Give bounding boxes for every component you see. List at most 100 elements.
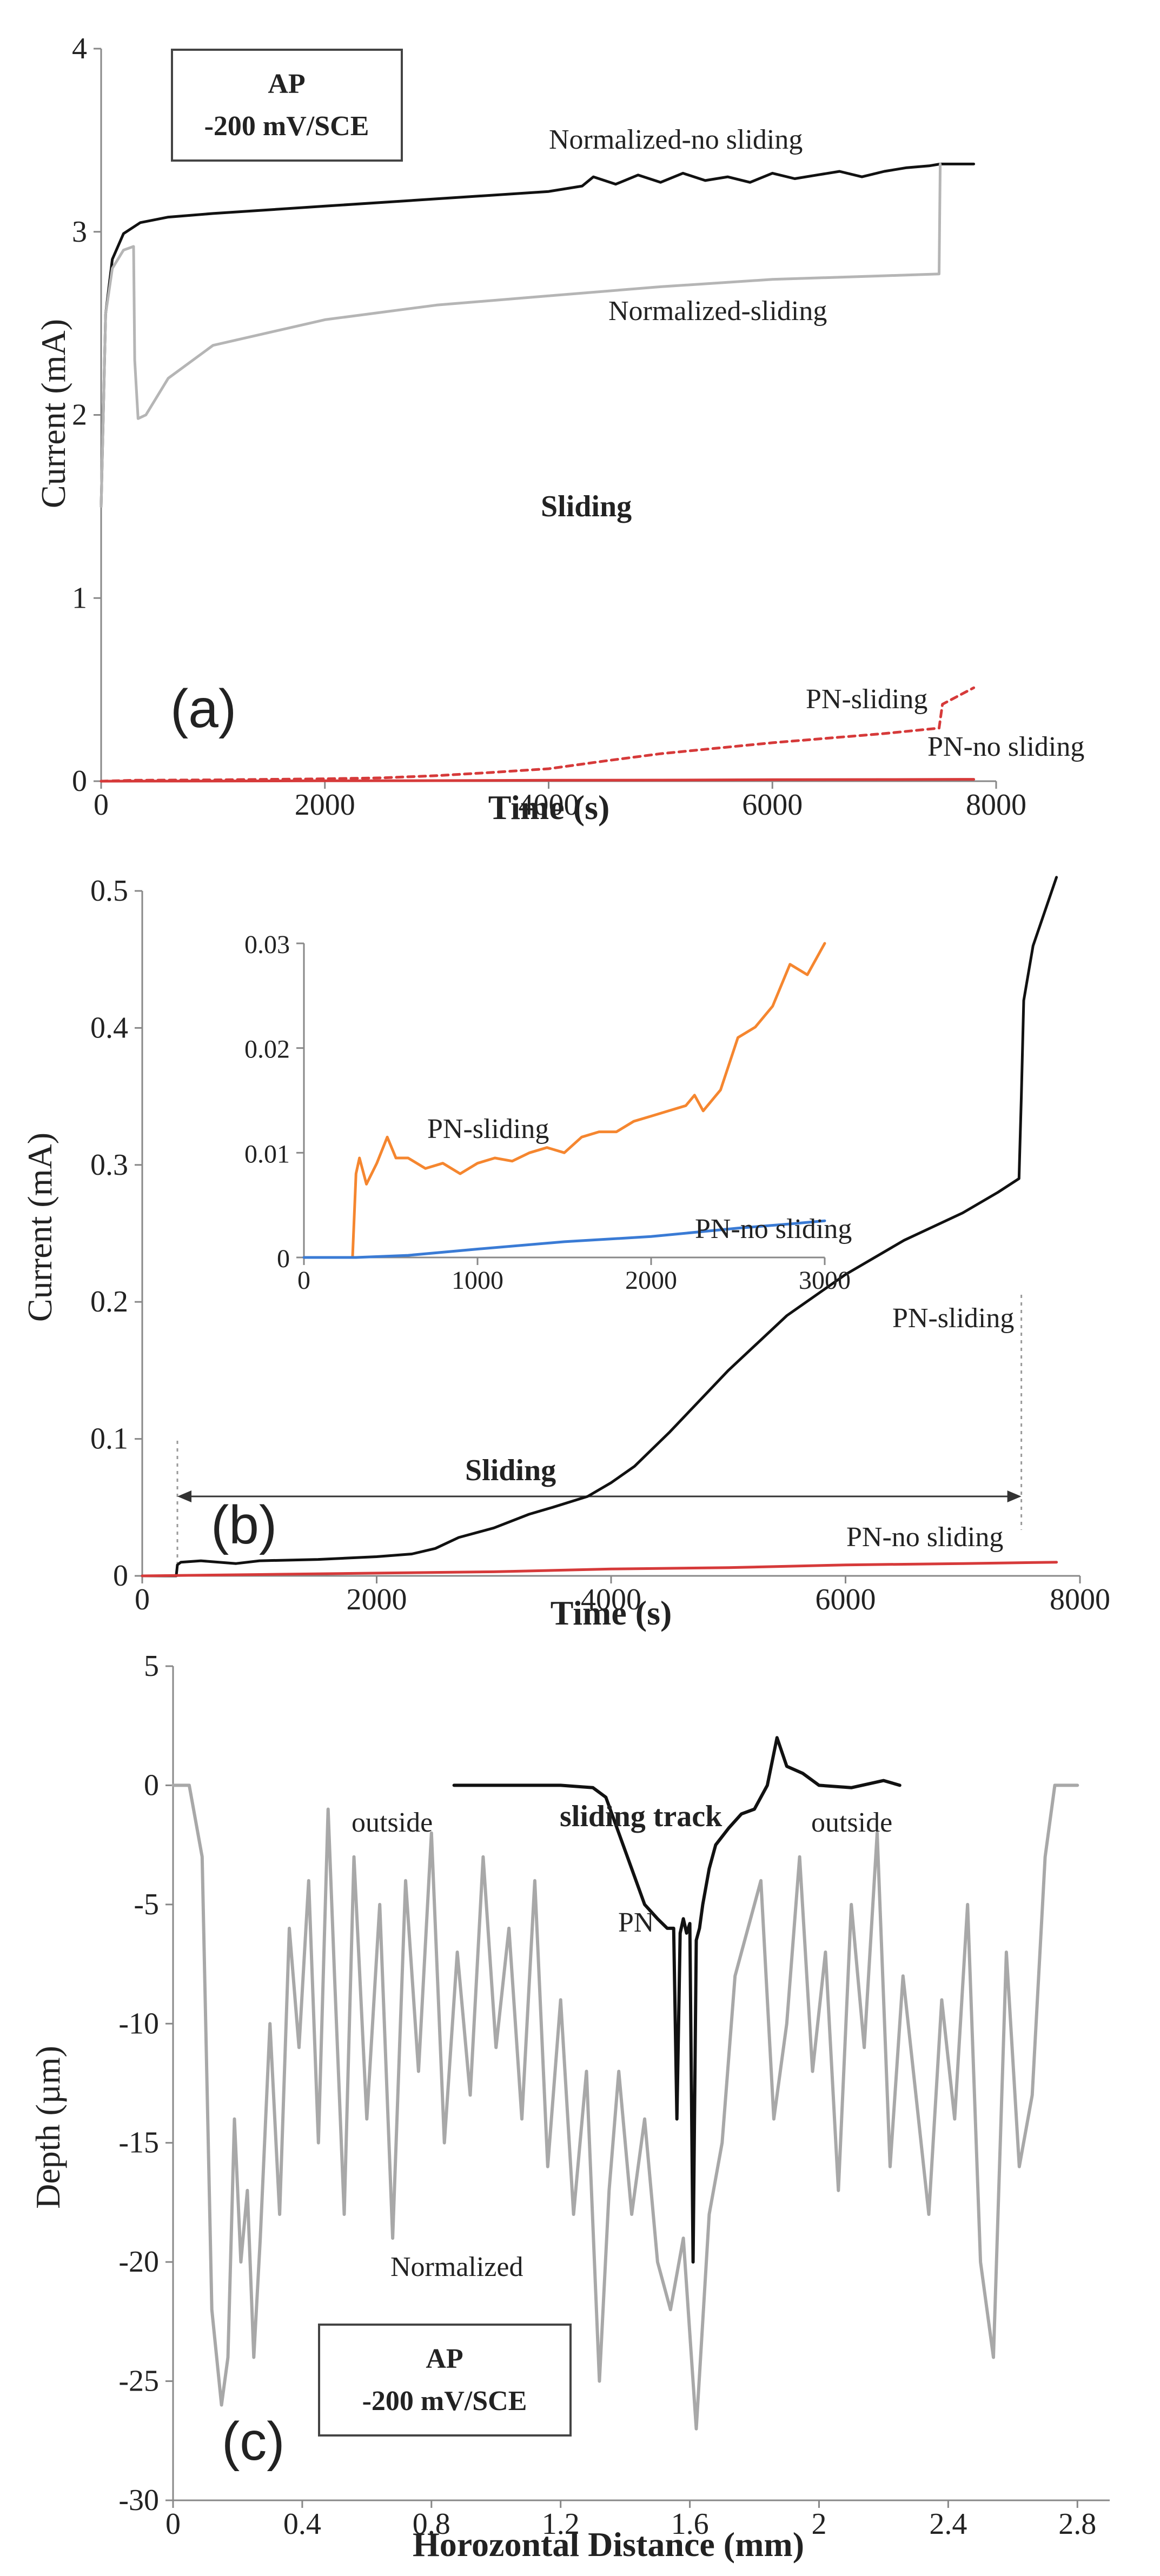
inset-y-tick-label: 0.02 — [244, 1035, 290, 1064]
panel-a-series — [100, 162, 976, 783]
panel-a-y-tick-label: 2 — [72, 398, 87, 432]
panel-b-chart: 0 2000 4000 6000 8000 0 0.1 0.2 0.3 0.4 0.5 Time … — [21, 874, 1110, 1632]
panel-c-x-ticks: 0 0.4 0.8 1.2 1.6 2 2.4 2.8 — [165, 2500, 1096, 2541]
panel-b-panel-tag: (b) — [211, 1495, 277, 1555]
panel-b-sliding-markers — [176, 1295, 1023, 1570]
panel-b-y-tick-label: 0.5 — [90, 874, 128, 908]
panel-c-panel-tag: (c) — [222, 2411, 285, 2472]
panel-c-y-tick-label: -20 — [118, 2245, 159, 2279]
panel-c-label-normalized: Normalized — [390, 2252, 523, 2282]
panel-a-series-pn-sliding — [100, 686, 976, 783]
panel-a-y-tick-label: 0 — [72, 764, 87, 798]
panel-b-x-tick-label: 6000 — [816, 1583, 876, 1616]
panel-b-label-pn-no-sliding: PN-no sliding — [846, 1522, 1003, 1553]
panel-c-y-tick-label: 5 — [144, 1649, 159, 1683]
panel-c-label-outside-left: outside — [352, 1807, 433, 1838]
panel-c-y-tick-label: -10 — [118, 2007, 159, 2040]
inset-y-tick-label: 0.01 — [244, 1140, 290, 1168]
panel-c-y-tick-label: -5 — [134, 1888, 159, 1921]
panel-b-y-tick-label: 0.3 — [90, 1148, 128, 1182]
panel-b-x-axis-label: Time (s) — [551, 1594, 672, 1632]
panel-b-x-tick-label: 0 — [135, 1583, 150, 1616]
panel-a-y-tick-label: 3 — [72, 215, 87, 249]
panel-a-label-normalized-no-sliding: Normalized-no sliding — [549, 124, 803, 155]
panel-c-condition-box — [318, 2324, 572, 2437]
panel-c-y-tick-label: -30 — [118, 2484, 159, 2517]
panel-c-y-axis-label: Depth (µm) — [29, 2046, 67, 2209]
panel-b-y-tick-label: 0.4 — [90, 1011, 128, 1044]
inset-axes — [303, 943, 825, 1259]
inset-y-ticks: 0 0.01 0.02 0.03 — [244, 930, 304, 1273]
panel-c-x-tick-label: 0.4 — [283, 2507, 321, 2541]
panel-c-series — [171, 1736, 1079, 2431]
panel-a-x-tick-label: 4000 — [519, 788, 579, 822]
panel-b-x-ticks: 0 2000 4000 6000 8000 — [135, 1576, 1110, 1616]
inset-x-tick-label: 0 — [297, 1266, 310, 1295]
inset-x-tick-label: 2000 — [625, 1266, 677, 1295]
panel-b-series-pn-sliding — [141, 876, 1058, 1577]
panel-b-x-tick-label: 8000 — [1050, 1583, 1110, 1616]
panel-b-series-pn-no-sliding — [141, 1561, 1058, 1577]
panel-c-axes — [172, 1666, 1110, 2501]
panel-a-x-axis-label: Time (s) — [488, 788, 610, 827]
panel-c-y-tick-label: 0 — [144, 1768, 159, 1802]
panel-a-condition-line-1: AP — [268, 69, 305, 99]
inset-series-pn-no-sliding — [302, 1219, 826, 1259]
panel-a-y-ticks: 0 1 2 3 4 — [72, 32, 101, 798]
panel-c-x-axis-label: Horozontal Distance (mm) — [413, 2525, 804, 2564]
panel-b-y-tick-label: 0.1 — [90, 1422, 128, 1456]
panel-a-series-normalized-sliding — [100, 162, 942, 508]
sliding-arrow-left-head — [177, 1490, 192, 1502]
panel-b-series — [141, 876, 1058, 1577]
inset-label-pn-sliding: PN-sliding — [427, 1114, 549, 1144]
panel-a-x-tick-label: 0 — [94, 788, 109, 822]
panel-c-x-tick-label: 2.4 — [929, 2507, 967, 2541]
panel-c-chart: 0 0.4 0.8 1.2 1.6 2 2.4 2.8 -30 -25 -20 -15 -10 -5 0 5… — [29, 1649, 1110, 2564]
inset-x-ticks: 0 1000 2000 3000 — [297, 1257, 851, 1295]
inset-label-pn-no-sliding: PN-no sliding — [695, 1214, 852, 1244]
panel-b-label-pn-sliding: PN-sliding — [892, 1303, 1014, 1334]
inset-x-tick-label: 1000 — [452, 1266, 503, 1295]
panel-b-y-tick-label: 0 — [113, 1559, 128, 1593]
panel-c-series-normalized — [171, 1783, 1079, 2431]
panel-c-x-tick-label: 2 — [811, 2507, 826, 2541]
panel-c-label-pn: PN — [618, 1907, 654, 1938]
panel-a-panel-tag: (a) — [170, 678, 236, 739]
panel-c-series-pn — [452, 1736, 902, 2264]
panel-c-y-tick-label: -15 — [118, 2126, 159, 2160]
panel-b-y-tick-label: 0.2 — [90, 1285, 128, 1319]
panel-b-y-ticks: 0 0.1 0.2 0.3 0.4 0.5 — [90, 874, 142, 1593]
panel-a-condition-line-2: -200 mV/SCE — [204, 111, 369, 142]
panel-b-axes — [141, 891, 1080, 1577]
panel-a-label-sliding: Sliding — [541, 490, 632, 523]
panel-a-label-normalized-sliding: Normalized-sliding — [608, 296, 827, 327]
inset-series — [302, 942, 826, 1259]
inset-y-tick-label: 0 — [277, 1244, 290, 1273]
panel-c-x-tick-label: 1.2 — [542, 2507, 580, 2541]
panel-a-y-tick-label: 1 — [72, 581, 87, 615]
panel-c-x-tick-label: 1.6 — [671, 2507, 709, 2541]
panel-c-condition-line-2: -200 mV/SCE — [362, 2386, 527, 2417]
panel-a-x-ticks: 0 2000 4000 6000 8000 — [94, 781, 1026, 822]
panel-a-label-pn-sliding: PN-sliding — [806, 684, 927, 715]
inset-y-tick-label: 0.03 — [244, 930, 290, 959]
panel-b-x-tick-label: 2000 — [347, 1583, 407, 1616]
panel-a-condition-box — [171, 49, 403, 162]
panel-b-label-sliding: Sliding — [465, 1454, 556, 1487]
panel-b-inset: 0 1000 2000 3000 0 0.01 0.02 0.03 PN-sliding P… — [244, 930, 852, 1295]
panel-c-x-tick-label: 0.8 — [413, 2507, 450, 2541]
panel-c-label-sliding-track: sliding track — [560, 1800, 722, 1833]
panel-c-x-tick-label: 0 — [165, 2507, 181, 2541]
panel-a-y-axis-label: Current (mA) — [34, 319, 72, 508]
panel-b-x-tick-label: 4000 — [581, 1583, 641, 1616]
panel-a-label-pn-no-sliding: PN-no sliding — [927, 731, 1084, 762]
panel-a-series-pn-no-sliding — [100, 778, 976, 783]
panel-b-y-axis-label: Current (mA) — [21, 1133, 59, 1322]
inset-x-tick-label: 3000 — [799, 1266, 851, 1295]
panel-c-y-ticks: -30 -25 -20 -15 -10 -5 0 5 — [118, 1649, 173, 2517]
panel-a-series-normalized-no-sliding — [100, 162, 976, 508]
panel-a-x-tick-label: 2000 — [295, 788, 355, 822]
panel-a-y-tick-label: 4 — [72, 32, 87, 65]
panel-a-chart: 0 2000 4000 6000 8000 0 1 2 3 4 Time (s) Current… — [34, 32, 1084, 827]
